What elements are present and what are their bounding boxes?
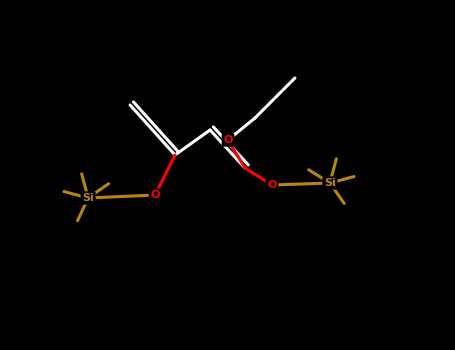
Text: O: O (223, 135, 233, 145)
Text: O: O (151, 190, 160, 200)
Text: Si: Si (324, 178, 336, 188)
Text: O: O (267, 180, 277, 190)
Text: Si: Si (82, 193, 94, 203)
